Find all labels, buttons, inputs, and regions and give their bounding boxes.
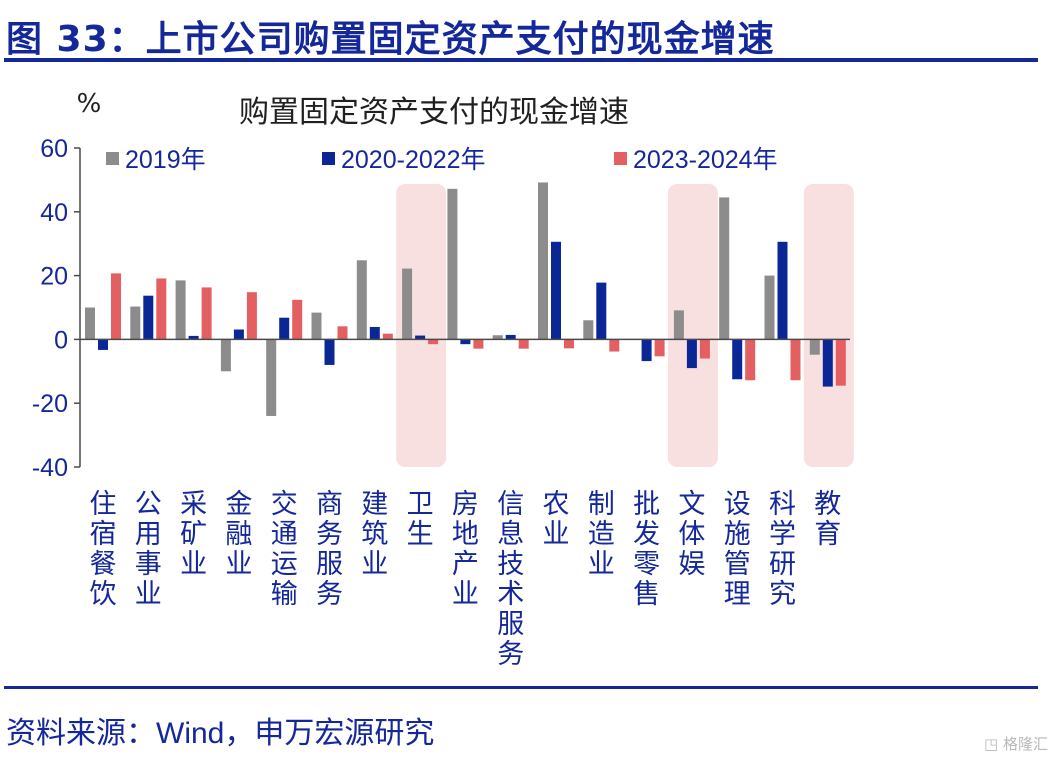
y-tick-label: 0 bbox=[54, 326, 68, 354]
x-category-label: 房地产业 bbox=[452, 489, 479, 610]
x-category-label: 科学研究 bbox=[769, 489, 796, 610]
bar bbox=[337, 326, 348, 340]
bar bbox=[596, 282, 607, 340]
figure-title: 图 33：上市公司购置固定资产支付的现金增速 bbox=[6, 19, 775, 60]
y-unit-label: % bbox=[77, 89, 102, 119]
bar bbox=[673, 310, 684, 340]
bar bbox=[551, 241, 561, 340]
x-category-label: 商务服务 bbox=[316, 489, 343, 610]
bottom-rule bbox=[4, 686, 1038, 689]
x-category-label: 交通运输 bbox=[271, 489, 298, 610]
bar bbox=[415, 335, 426, 340]
bar bbox=[822, 339, 833, 387]
bar bbox=[686, 339, 697, 369]
bar bbox=[279, 317, 290, 340]
bar bbox=[699, 339, 710, 359]
bar bbox=[809, 339, 820, 355]
x-category-label: 卫生 bbox=[407, 489, 434, 550]
x-category-label: 采矿业 bbox=[180, 489, 207, 580]
bar bbox=[382, 333, 393, 340]
legend-label: 2019年 bbox=[125, 146, 206, 174]
bar bbox=[111, 273, 121, 340]
bar bbox=[518, 339, 529, 349]
bar bbox=[324, 339, 335, 365]
bars bbox=[85, 182, 846, 416]
bar bbox=[564, 339, 574, 349]
bar bbox=[311, 312, 322, 340]
highlight-bands bbox=[396, 184, 854, 467]
bar bbox=[201, 287, 212, 340]
y-ticks: 60 40 20 0 -20 -40 bbox=[32, 135, 80, 482]
x-category-label: 建筑业 bbox=[361, 489, 388, 580]
bar bbox=[369, 326, 380, 340]
x-category-label: 设施管理 bbox=[724, 489, 751, 610]
bar bbox=[777, 241, 788, 340]
x-category-label: 批发零售 bbox=[633, 489, 660, 610]
x-category-label: 公用事业 bbox=[135, 489, 162, 610]
x-category-label: 信息技术服务 bbox=[497, 489, 524, 670]
bar bbox=[188, 335, 199, 340]
bar bbox=[745, 339, 756, 381]
axes bbox=[79, 148, 850, 467]
x-category-label: 文体娱 bbox=[678, 489, 705, 580]
watermark-text: 格隆汇 bbox=[1002, 735, 1048, 753]
top-rule bbox=[4, 58, 1038, 62]
highlight-band bbox=[667, 184, 718, 467]
highlight-band bbox=[803, 184, 854, 467]
bar bbox=[402, 268, 413, 340]
bar bbox=[505, 334, 516, 340]
bar bbox=[654, 339, 665, 357]
bar bbox=[583, 320, 594, 340]
bar bbox=[175, 280, 186, 340]
bar-chart: 购置固定资产支付的现金增速 % 2019年 2020-2022年 2023-2024… bbox=[32, 89, 854, 670]
bar bbox=[233, 329, 244, 340]
legend-label: 2023-2024年 bbox=[633, 146, 778, 174]
bar bbox=[130, 306, 141, 340]
bar bbox=[460, 339, 471, 345]
legend-swatch bbox=[322, 152, 335, 165]
bar bbox=[156, 278, 167, 340]
x-category-labels: 住宿餐饮公用事业采矿业金融业交通运输商务服务建筑业卫生房地产业信息技术服务农业制… bbox=[90, 489, 842, 670]
bar bbox=[790, 339, 801, 381]
bar bbox=[609, 339, 620, 352]
bar bbox=[85, 307, 95, 340]
y-tick-label: -40 bbox=[32, 454, 68, 482]
bar bbox=[246, 292, 257, 340]
bar bbox=[538, 182, 548, 340]
watermark-logo-icon: ◳ bbox=[984, 735, 1003, 753]
chart-title: 购置固定资产支付的现金增速 bbox=[239, 95, 629, 130]
bar bbox=[292, 299, 303, 340]
x-category-label: 教育 bbox=[814, 489, 841, 550]
x-category-label: 住宿餐饮 bbox=[90, 489, 117, 610]
y-tick-label: 20 bbox=[40, 263, 68, 291]
bar bbox=[641, 339, 652, 362]
bar bbox=[473, 339, 484, 349]
bar bbox=[98, 339, 108, 350]
x-category-label: 金融业 bbox=[225, 489, 252, 580]
y-tick-label: 60 bbox=[40, 135, 68, 163]
legend: 2019年 2020-2022年 2023-2024年 bbox=[106, 146, 778, 174]
x-category-label: 农业 bbox=[543, 489, 570, 550]
bar bbox=[220, 339, 231, 372]
source-note: 资料来源：Wind，申万宏源研究 bbox=[6, 717, 435, 750]
bar bbox=[764, 275, 775, 340]
watermark: ◳ 格隆汇 bbox=[984, 733, 1048, 754]
highlight-band bbox=[396, 184, 447, 467]
bar bbox=[356, 260, 367, 340]
bar bbox=[428, 339, 439, 345]
bar bbox=[719, 197, 730, 340]
legend-swatch bbox=[614, 152, 627, 165]
bar bbox=[447, 188, 458, 340]
legend-swatch bbox=[106, 152, 119, 165]
y-tick-label: 40 bbox=[40, 199, 68, 227]
bar bbox=[492, 335, 503, 340]
bar bbox=[835, 339, 846, 386]
bar bbox=[266, 339, 277, 416]
x-category-label: 制造业 bbox=[588, 489, 615, 580]
legend-label: 2020-2022年 bbox=[341, 146, 486, 174]
bar bbox=[732, 339, 743, 380]
bar bbox=[143, 295, 154, 340]
y-tick-label: -20 bbox=[32, 390, 68, 418]
